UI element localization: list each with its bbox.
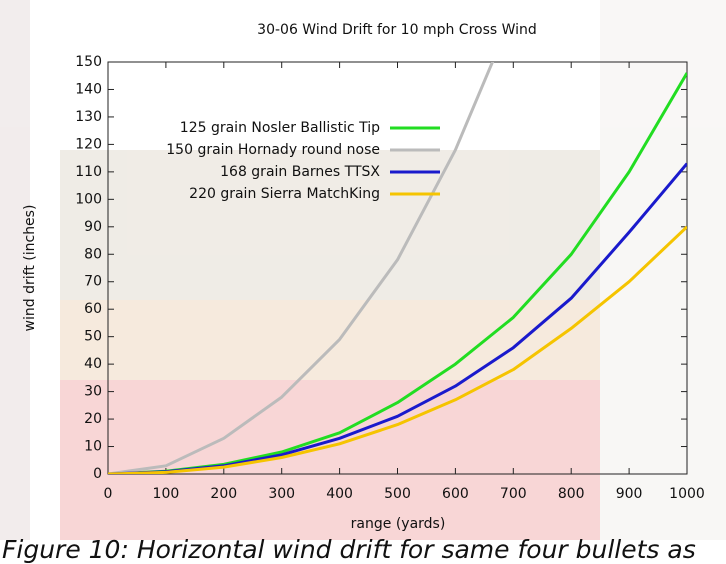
x-tick-label: 600 bbox=[442, 486, 469, 502]
y-tick-label: 90 bbox=[84, 219, 102, 235]
caption: Figure 10: Horizontal wind drift for sam… bbox=[2, 535, 696, 564]
y-tick-label: 20 bbox=[84, 411, 102, 427]
legend-label: 150 grain Hornady round nose bbox=[166, 142, 380, 158]
x-axis-label: range (yards) bbox=[351, 516, 446, 532]
y-tick-label: 60 bbox=[84, 301, 102, 317]
y-axis-label: wind drift (inches) bbox=[22, 205, 38, 332]
x-tick-label: 200 bbox=[210, 486, 237, 502]
background-photo bbox=[0, 0, 640, 540]
series-line bbox=[108, 225, 687, 474]
x-tick-label: 300 bbox=[268, 486, 295, 502]
legend-label: 125 grain Nosler Ballistic Tip bbox=[180, 120, 380, 136]
y-tick-label: 150 bbox=[75, 54, 102, 70]
legend-label: 220 grain Sierra MatchKing bbox=[189, 186, 380, 202]
y-tick-label: 10 bbox=[84, 439, 102, 455]
y-tick-label: 0 bbox=[93, 466, 102, 482]
y-tick-label: 130 bbox=[75, 109, 102, 125]
y-tick-label: 40 bbox=[84, 356, 102, 372]
x-tick-label: 700 bbox=[500, 486, 527, 502]
y-tick-label: 120 bbox=[75, 136, 102, 152]
y-tick-label: 50 bbox=[84, 329, 102, 345]
x-tick-label: 800 bbox=[558, 486, 585, 502]
x-tick-label: 900 bbox=[616, 486, 643, 502]
y-tick-label: 140 bbox=[75, 81, 102, 97]
series-line bbox=[108, 62, 495, 474]
y-tick-label: 80 bbox=[84, 246, 102, 262]
legend-label: 168 grain Barnes TTSX bbox=[220, 164, 380, 180]
y-tick-label: 110 bbox=[75, 164, 102, 180]
x-tick-label: 100 bbox=[153, 486, 180, 502]
chart-title: 30-06 Wind Drift for 10 mph Cross Wind bbox=[257, 22, 537, 38]
y-tick-label: 100 bbox=[75, 191, 102, 207]
x-tick-label: 1000 bbox=[669, 486, 705, 502]
x-tick-label: 500 bbox=[384, 486, 411, 502]
y-tick-label: 30 bbox=[84, 384, 102, 400]
plot-lines bbox=[108, 62, 687, 474]
x-tick-label: 0 bbox=[104, 486, 113, 502]
y-tick-label: 70 bbox=[84, 274, 102, 290]
x-tick-label: 400 bbox=[326, 486, 353, 502]
